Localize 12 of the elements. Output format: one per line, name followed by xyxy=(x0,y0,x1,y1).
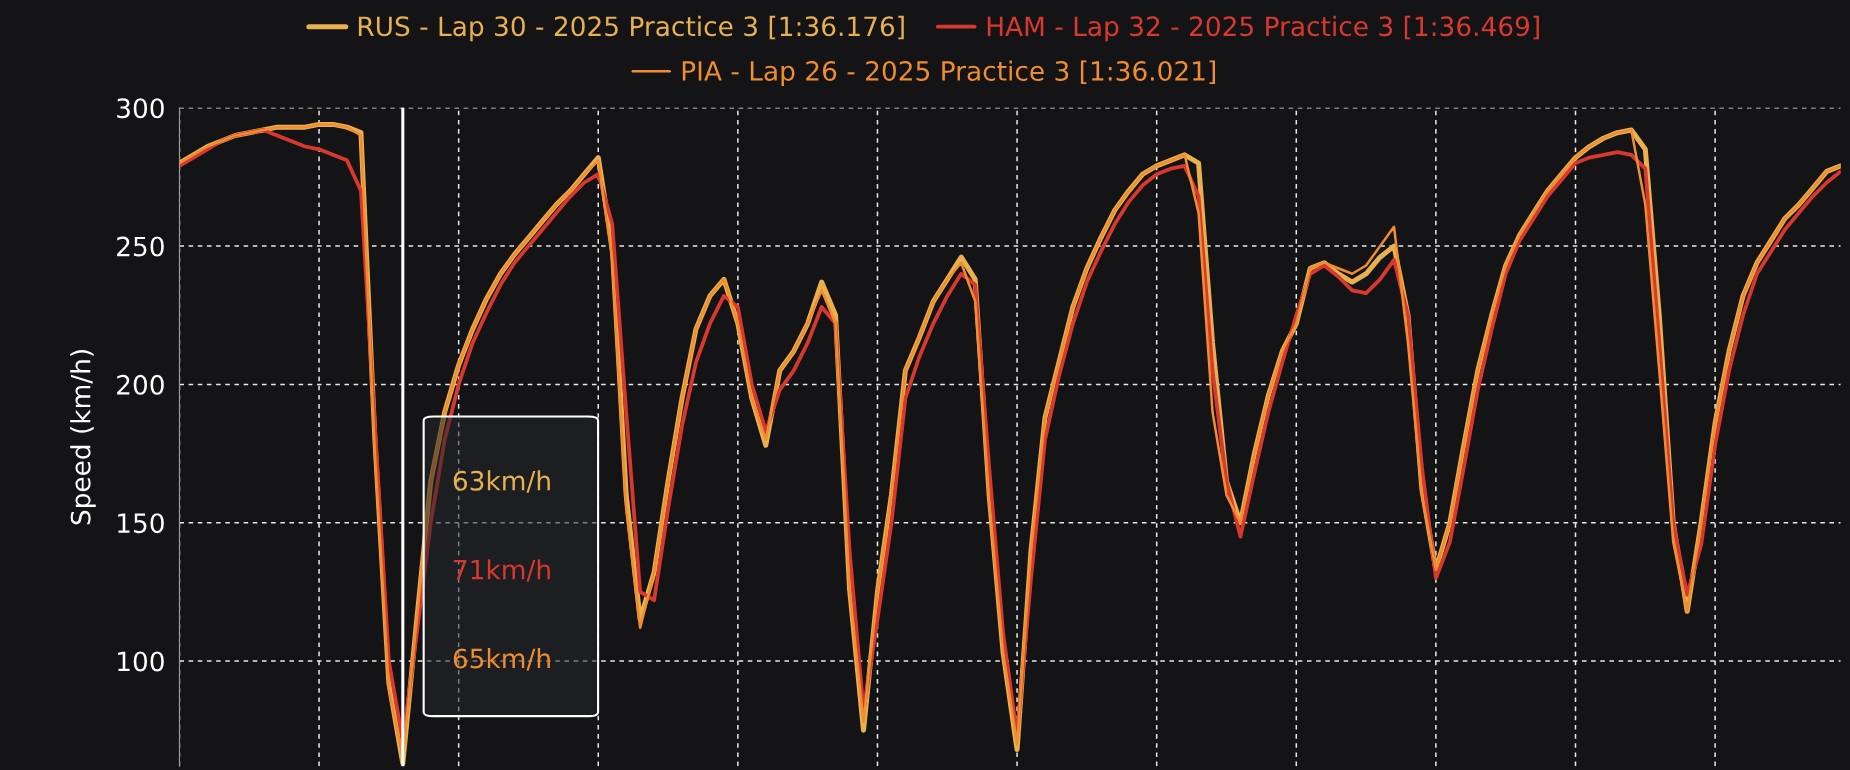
y-tick-label: 100 xyxy=(118,651,164,672)
y-tick-label: 300 xyxy=(117,98,164,119)
annotation: 65km/h xyxy=(453,648,550,671)
y-tick-label: 150 xyxy=(118,513,164,534)
annotation: 63km/h xyxy=(453,470,550,493)
y-tick-label: 200 xyxy=(117,374,164,395)
legend-label: HAM - Lap 32 - 2025 Practice 3 [1:36.469] xyxy=(987,15,1539,42)
y-axis-title: Speed (km/h) xyxy=(70,350,96,525)
legend-label: PIA - Lap 26 - 2025 Practice 3 [1:36.021] xyxy=(682,60,1216,87)
y-tick-label: 250 xyxy=(117,236,164,257)
legend-label: RUS - Lap 30 - 2025 Practice 3 [1:36.176] xyxy=(358,15,904,42)
annotation: 71km/h xyxy=(454,559,550,582)
